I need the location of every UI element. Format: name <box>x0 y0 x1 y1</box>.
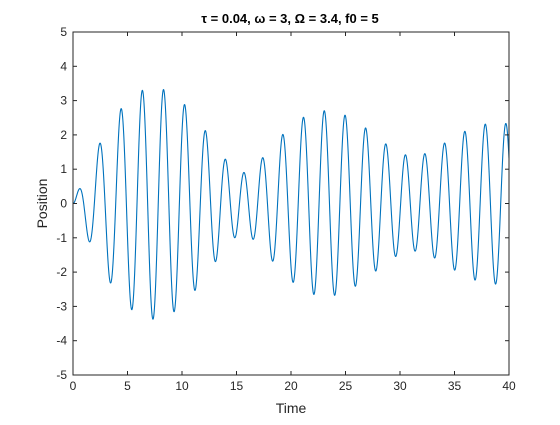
y-tick-label: -3 <box>56 299 67 313</box>
y-tick-label: -4 <box>56 334 67 348</box>
x-tick-label: 25 <box>339 379 353 393</box>
x-tick-label: 40 <box>502 379 516 393</box>
x-tick-label: 30 <box>393 379 407 393</box>
y-tick-label: -5 <box>56 368 67 382</box>
y-tick-label: 4 <box>60 59 67 73</box>
y-tick-label: 2 <box>60 128 67 142</box>
x-tick-label: 35 <box>448 379 462 393</box>
y-tick-label: 3 <box>60 94 67 108</box>
y-tick-label: -1 <box>56 231 67 245</box>
x-tick-label: 5 <box>124 379 131 393</box>
x-tick-label: 15 <box>230 379 244 393</box>
y-tick-label: 0 <box>60 197 67 211</box>
x-tick-label: 0 <box>70 379 77 393</box>
y-axis-label: Position <box>34 179 50 229</box>
x-tick-label: 20 <box>284 379 298 393</box>
y-tick-label: -2 <box>56 265 67 279</box>
y-tick-label: 5 <box>60 25 67 39</box>
y-tick-label: 1 <box>60 162 67 176</box>
chart-title: τ = 0.04, ω = 3, Ω = 3.4, f0 = 5 <box>201 11 379 26</box>
x-tick-label: 10 <box>175 379 189 393</box>
plot-area <box>72 89 510 320</box>
series-line <box>72 89 510 320</box>
axes-box <box>72 31 510 376</box>
x-axis-label: Time <box>276 400 307 416</box>
